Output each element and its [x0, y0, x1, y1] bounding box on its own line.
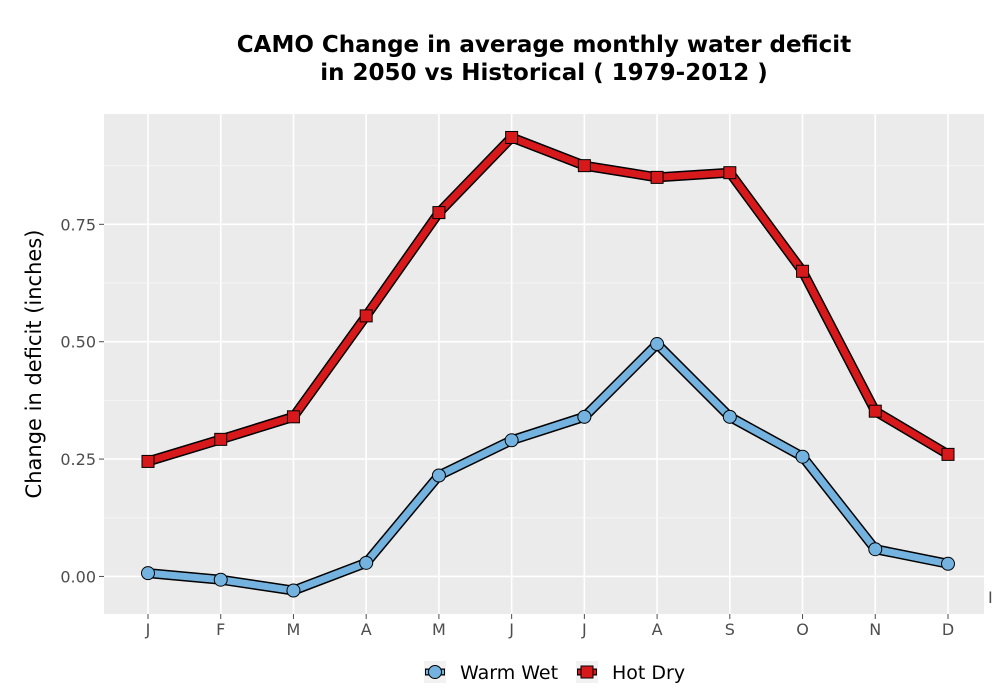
data-point [286, 410, 300, 424]
data-point [286, 583, 301, 598]
data-point [650, 337, 665, 352]
legend-marker [428, 665, 442, 679]
x-tick-label: F [216, 620, 225, 639]
data-point [359, 555, 374, 570]
x-tick-label: O [796, 620, 809, 639]
stray-edge-label: I [988, 588, 993, 607]
data-point [141, 566, 155, 581]
y-tick-label: 0.00 [60, 567, 96, 586]
series-line [144, 340, 952, 595]
x-tick-label: M [287, 620, 301, 639]
data-point [868, 404, 882, 418]
data-point [722, 409, 737, 424]
x-tick-label: M [432, 620, 446, 639]
x-tick-label: J [508, 620, 514, 639]
data-point [213, 572, 228, 587]
x-tick-label: J [145, 620, 151, 639]
legend-label: Hot Dry [612, 662, 685, 684]
x-tick-label: A [652, 620, 663, 639]
chart-title-line-1: CAMO Change in average monthly water def… [236, 32, 852, 58]
data-point [868, 542, 883, 557]
data-point [577, 159, 591, 173]
data-point [359, 309, 373, 323]
data-point [723, 166, 737, 180]
data-point [796, 264, 810, 278]
x-tick-label: A [361, 620, 372, 639]
chart-title-line-2: in 2050 vs Historical ( 1979-2012 ) [320, 60, 768, 86]
y-tick-label: 0.50 [60, 333, 96, 352]
y-axis-title: Change in deficit (inches) [22, 230, 46, 499]
y-tick-label: 0.25 [60, 450, 96, 469]
data-point [214, 432, 228, 446]
data-point [431, 468, 446, 483]
data-point [650, 170, 664, 184]
data-point [941, 556, 955, 571]
x-tick-label: J [581, 620, 587, 639]
plot-panel [104, 114, 984, 614]
y-tick-label: 0.75 [60, 215, 96, 234]
x-tick-label: D [942, 620, 954, 639]
series-line [144, 133, 952, 465]
data-point [504, 433, 519, 448]
data-point [141, 454, 155, 468]
x-tick-label: N [869, 620, 881, 639]
data-point [795, 449, 810, 464]
data-point [941, 447, 955, 461]
x-tick-label: S [725, 620, 735, 639]
data-point [505, 130, 519, 144]
data-point [432, 206, 446, 220]
legend-marker [580, 665, 594, 679]
data-point [577, 409, 592, 424]
legend-label: Warm Wet [460, 662, 558, 684]
